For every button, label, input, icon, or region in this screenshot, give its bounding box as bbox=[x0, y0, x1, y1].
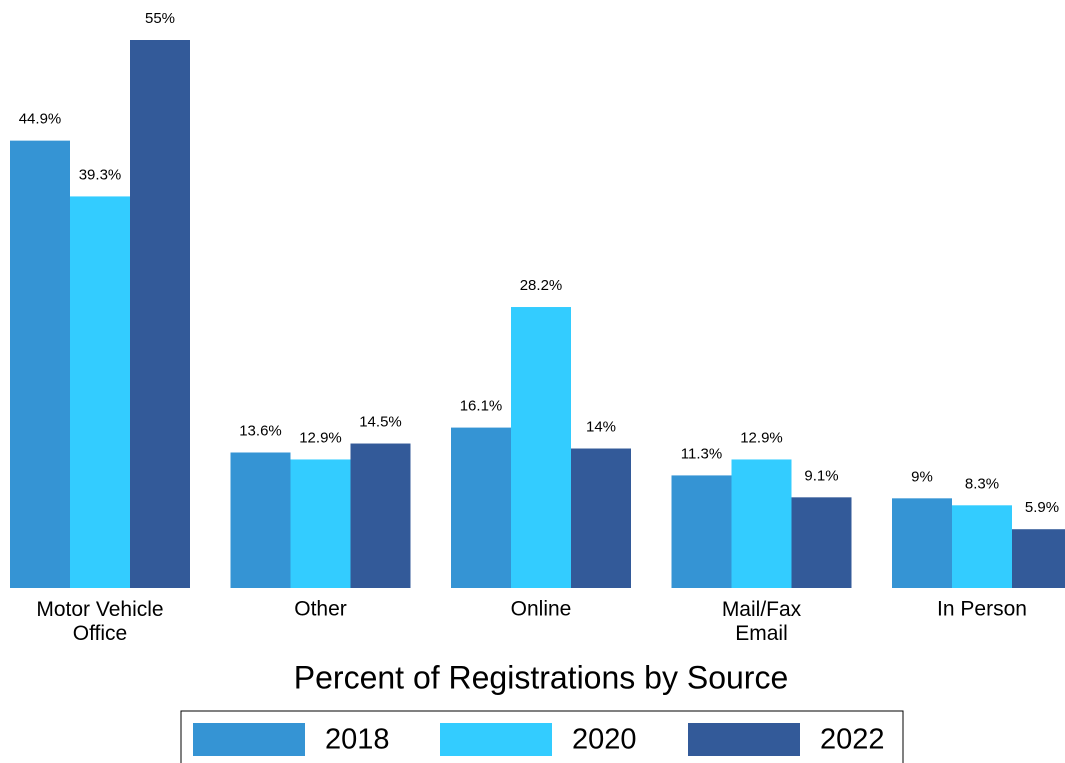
bar bbox=[892, 498, 952, 588]
bar bbox=[451, 427, 511, 588]
legend-swatch bbox=[193, 723, 305, 756]
legend-label: 2022 bbox=[820, 724, 885, 756]
bar bbox=[1012, 529, 1065, 588]
bar bbox=[350, 443, 411, 588]
data-label: 14% bbox=[586, 418, 616, 435]
bar bbox=[70, 196, 130, 589]
legend-label: 2020 bbox=[572, 724, 637, 756]
legend-label: 2018 bbox=[325, 724, 390, 756]
x-tick-label: Mail/Fax Email bbox=[722, 598, 802, 645]
x-tick-label: Online bbox=[511, 598, 572, 621]
bar bbox=[952, 505, 1012, 588]
x-tick-label: Motor Vehicle Office bbox=[36, 598, 163, 645]
data-label: 39.3% bbox=[79, 166, 122, 183]
bar bbox=[230, 452, 291, 588]
bar bbox=[130, 40, 190, 588]
data-label: 12.9% bbox=[740, 429, 783, 446]
data-label: 55% bbox=[145, 10, 175, 27]
data-label: 13.6% bbox=[239, 422, 282, 439]
data-label: 28.2% bbox=[520, 277, 563, 294]
bar bbox=[791, 497, 852, 588]
x-tick-label: In Person bbox=[937, 598, 1027, 621]
bar bbox=[731, 459, 792, 588]
x-tick-label: Other bbox=[294, 598, 347, 621]
legend-swatch bbox=[688, 723, 800, 756]
legend-box bbox=[180, 710, 904, 763]
bar bbox=[290, 459, 351, 588]
legend-swatch bbox=[440, 723, 552, 756]
bar bbox=[571, 448, 631, 588]
data-label: 16.1% bbox=[460, 398, 503, 415]
data-label: 9% bbox=[911, 468, 933, 485]
bar bbox=[10, 140, 70, 588]
bar bbox=[671, 475, 732, 588]
data-label: 5.9% bbox=[1025, 499, 1059, 516]
bar bbox=[511, 307, 571, 588]
data-label: 8.3% bbox=[965, 475, 999, 492]
data-label: 12.9% bbox=[299, 429, 342, 446]
data-label: 14.5% bbox=[359, 413, 402, 430]
data-label: 11.3% bbox=[681, 445, 722, 462]
data-label: 44.9% bbox=[19, 111, 62, 128]
chart-title: Percent of Registrations by Source bbox=[294, 659, 788, 695]
data-label: 9.1% bbox=[804, 467, 838, 484]
